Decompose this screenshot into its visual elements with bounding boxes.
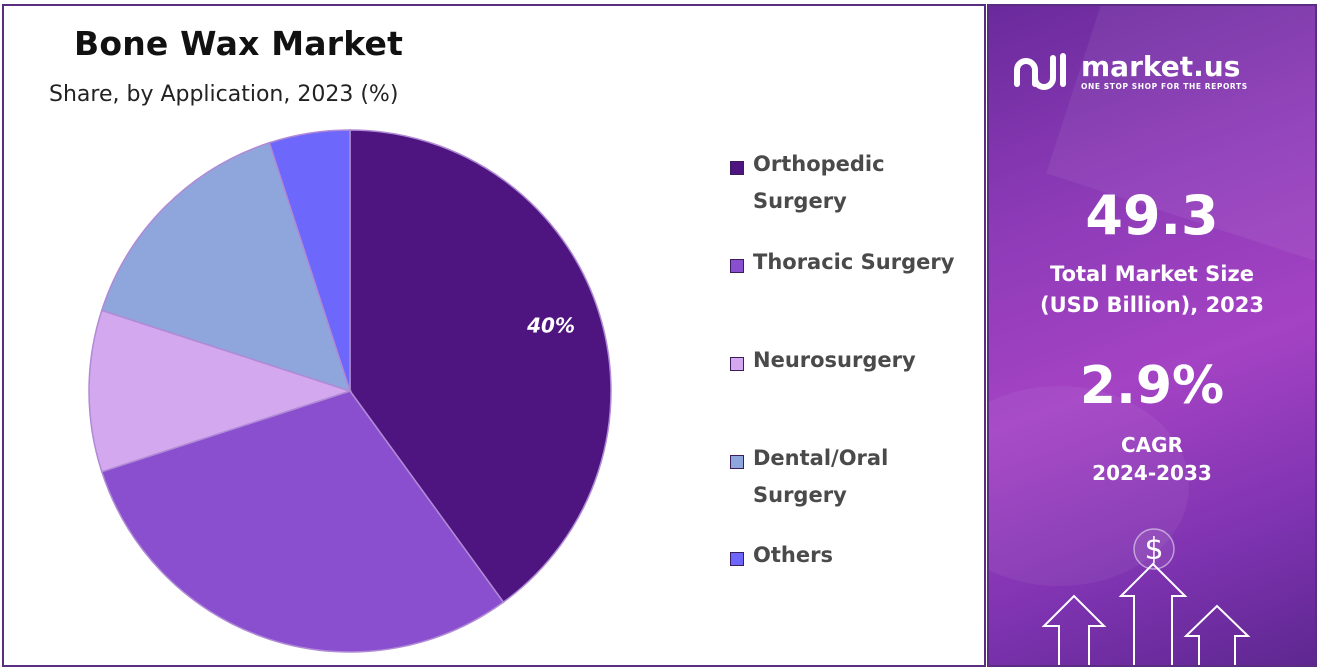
legend-swatch bbox=[730, 455, 744, 469]
brand-logo: market.us ONE STOP SHOP FOR THE REPORTS bbox=[1011, 44, 1248, 98]
legend-label: Dental/Oral Surgery bbox=[753, 440, 978, 514]
growth-arrows-icon: $ bbox=[1041, 528, 1251, 665]
pie-slice-dental-oral-surgery bbox=[100, 141, 352, 393]
legend-item-neurosurgery: Neurosurgery bbox=[730, 348, 978, 379]
market-size-label-line1: Total Market Size bbox=[1050, 262, 1254, 286]
legend-label: Thoracic Surgery bbox=[753, 250, 955, 274]
chart-panel: Bone Wax Market Share, by Application, 2… bbox=[2, 4, 986, 667]
cagr-label-line2: 2024-2033 bbox=[1092, 461, 1212, 485]
legend-label: Neurosurgery bbox=[753, 348, 916, 372]
legend-swatch bbox=[730, 357, 744, 371]
stats-panel: market.us ONE STOP SHOP FOR THE REPORTS … bbox=[987, 4, 1317, 667]
legend-label-line: Orthopedic bbox=[753, 152, 885, 176]
legend-swatch bbox=[730, 259, 744, 273]
chart-title: Bone Wax Market bbox=[74, 24, 404, 63]
market-size-value: 49.3 bbox=[1085, 184, 1219, 247]
legend-item-dental: Dental/Oral Surgery bbox=[730, 446, 978, 514]
legend-label-line: Dental/Oral bbox=[753, 446, 889, 470]
dollar-sign: $ bbox=[1144, 532, 1163, 567]
background-shape bbox=[989, 386, 1189, 586]
legend-swatch bbox=[730, 552, 744, 566]
cagr-label-line1: CAGR bbox=[1121, 433, 1183, 457]
legend-label: Others bbox=[753, 543, 833, 567]
cagr-value: 2.9% bbox=[1079, 356, 1225, 416]
pie-slice-neurosurgery bbox=[88, 309, 353, 473]
pie-slice-others bbox=[268, 129, 351, 392]
pie-slice-thoracic-surgery bbox=[100, 390, 505, 653]
pie-slice-orthopedic-surgery bbox=[349, 129, 612, 604]
legend-label-line: Surgery bbox=[753, 483, 847, 507]
legend-label-line: Surgery bbox=[753, 189, 847, 213]
legend-item-others: Others bbox=[730, 543, 978, 574]
legend-item-thoracic: Thoracic Surgery bbox=[730, 250, 978, 281]
chart-subtitle: Share, by Application, 2023 (%) bbox=[49, 82, 399, 107]
market-size-label-line2: (USD Billion), 2023 bbox=[1039, 293, 1265, 317]
legend-label: Orthopedic Surgery bbox=[753, 146, 978, 220]
legend-item-orthopedic: Orthopedic Surgery bbox=[730, 152, 978, 220]
legend-swatch bbox=[730, 161, 744, 175]
brand-name: market.us bbox=[1081, 49, 1241, 83]
pie-chart: 40% bbox=[88, 129, 612, 653]
brand-tagline: ONE STOP SHOP FOR THE REPORTS bbox=[1081, 81, 1248, 91]
market-us-logo-icon bbox=[1014, 53, 1066, 90]
pie-data-label: 40% bbox=[526, 314, 575, 338]
